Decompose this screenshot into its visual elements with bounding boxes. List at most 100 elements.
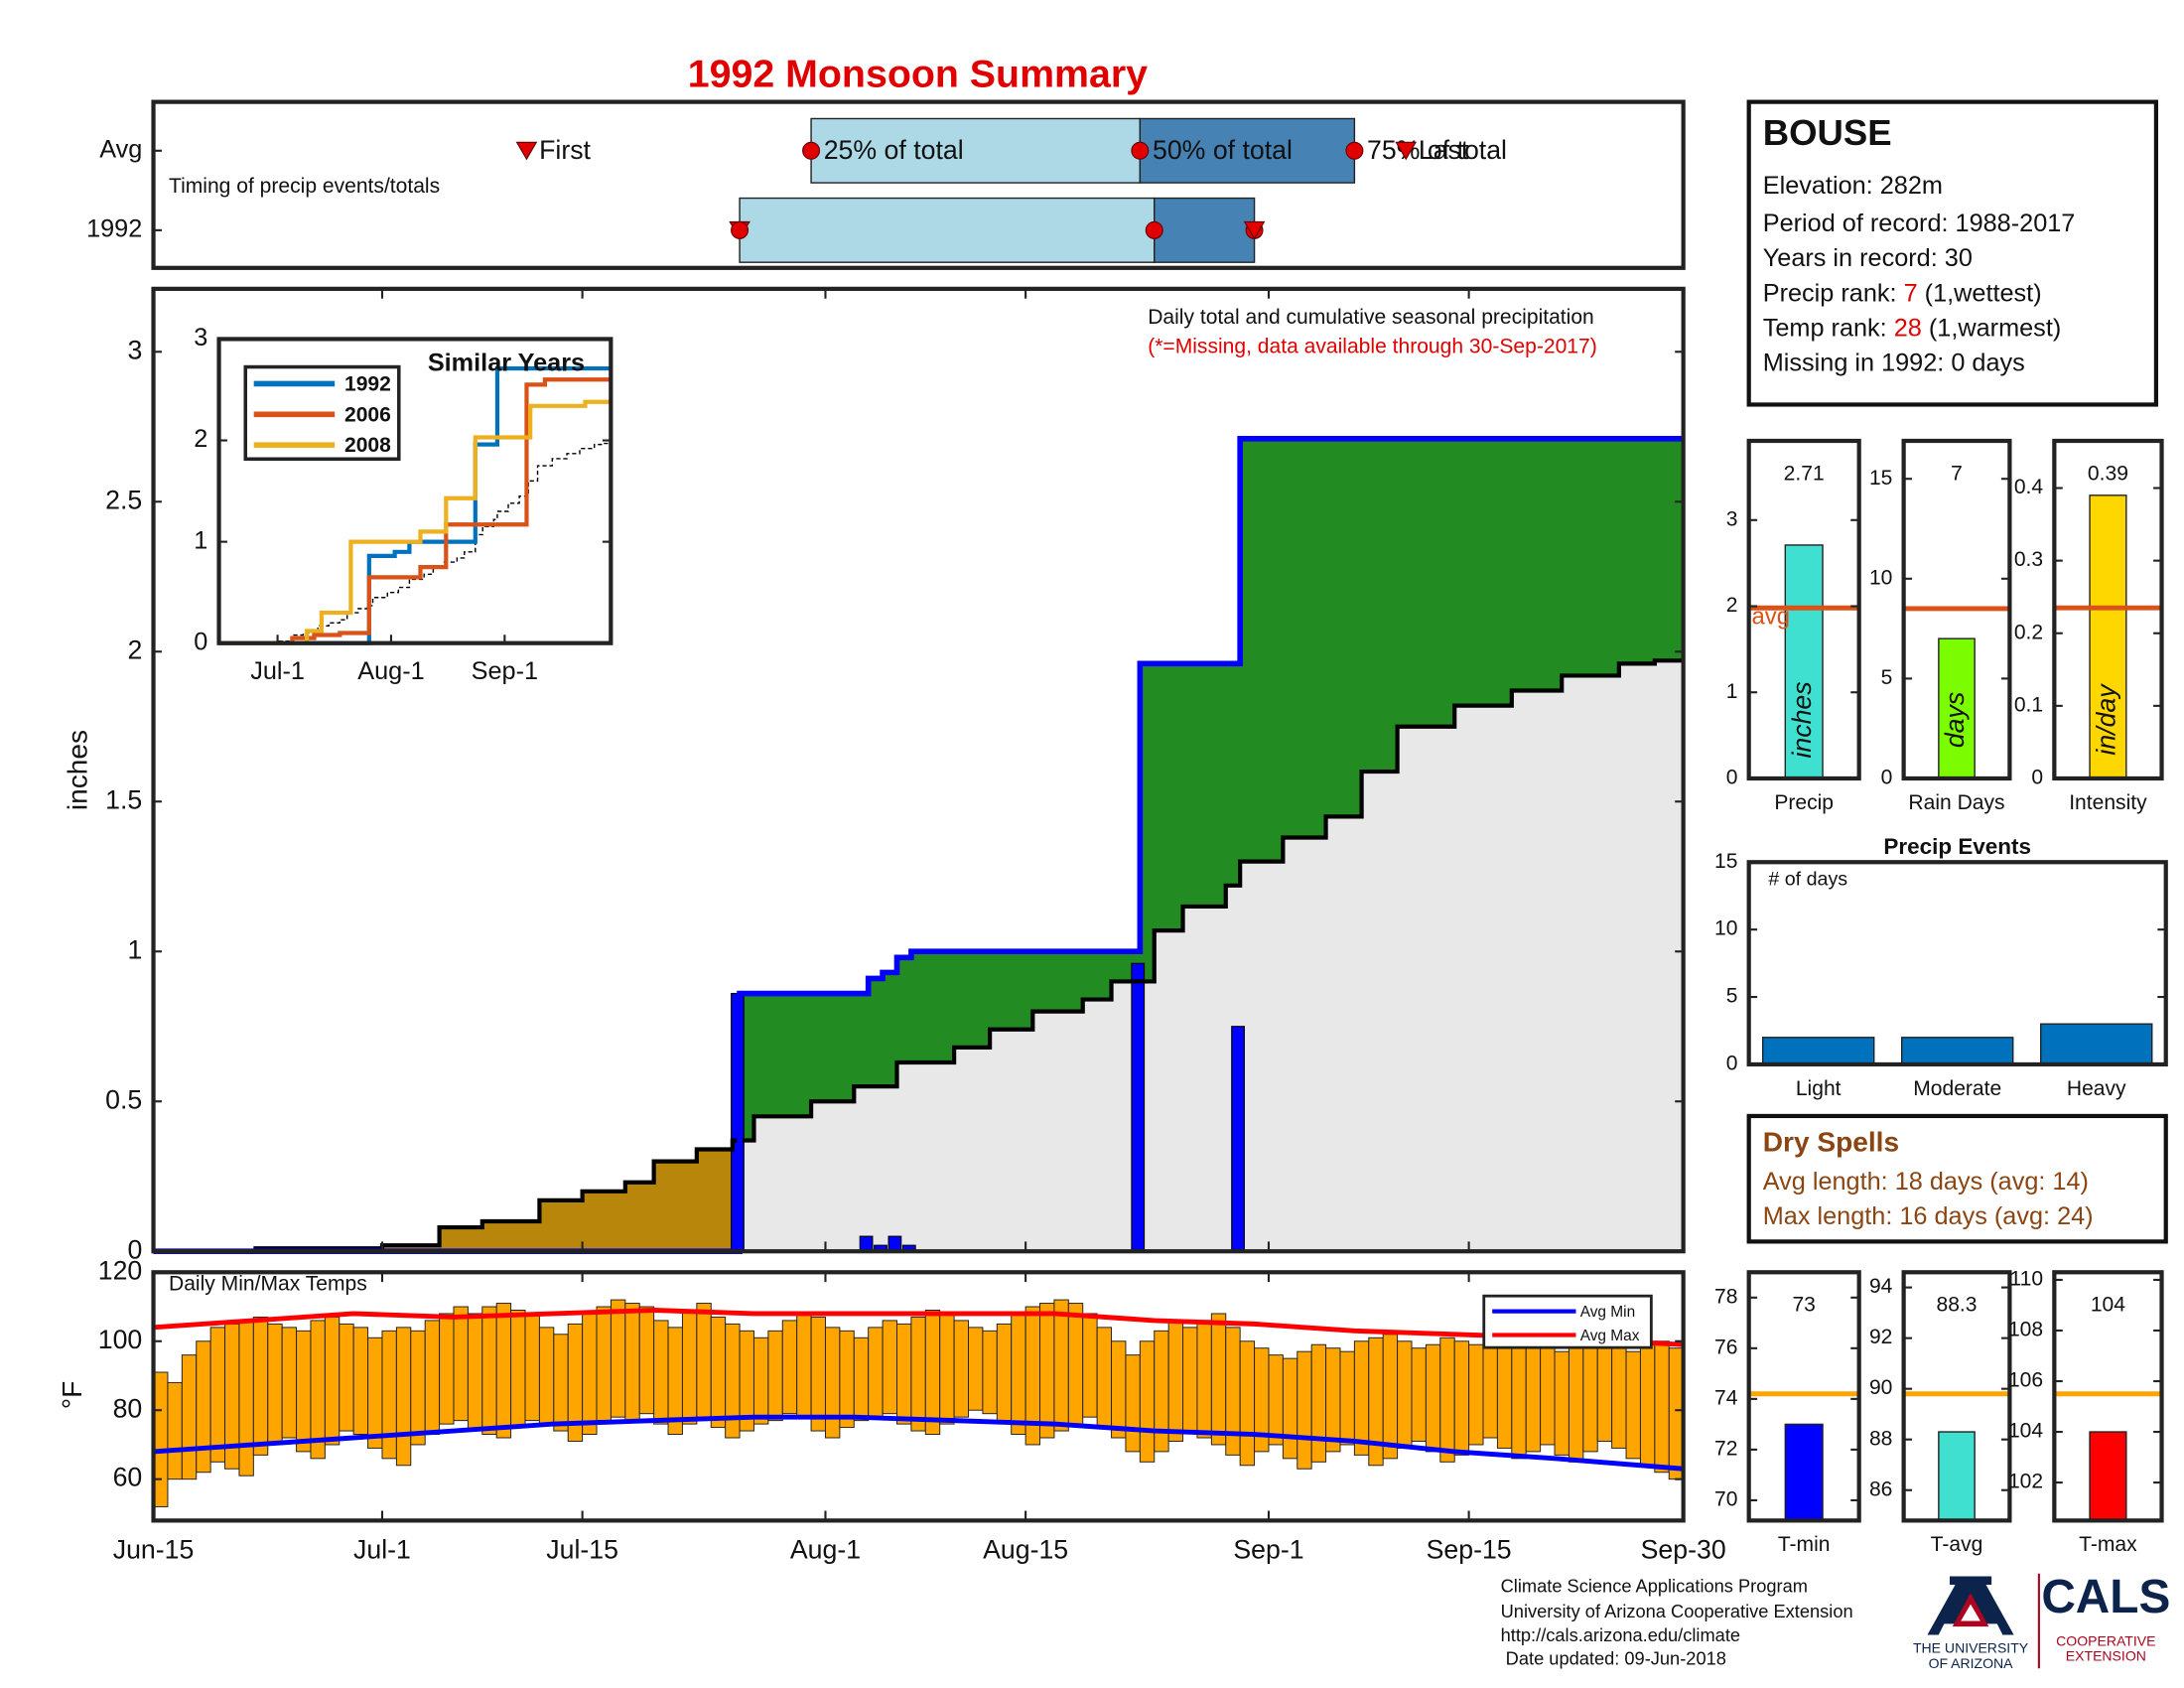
temp-range-bar bbox=[968, 1327, 984, 1411]
average-line bbox=[253, 658, 1684, 1251]
temp-range-bar bbox=[1282, 1357, 1298, 1460]
chart-note: Daily total and cumulative seasonal prec… bbox=[1148, 306, 1594, 329]
temp-range-bar bbox=[1668, 1347, 1685, 1480]
value-label: 0.39 bbox=[2088, 462, 2128, 485]
temp-range-bar bbox=[324, 1316, 341, 1446]
y-tick-label: 60 bbox=[113, 1463, 143, 1492]
temp-range-bar bbox=[1540, 1343, 1556, 1446]
x-label: T-min bbox=[1778, 1533, 1831, 1556]
timing-label: 75% of total bbox=[1367, 135, 1507, 165]
temp-range-bar bbox=[1039, 1303, 1055, 1439]
y-tick-label: 3 bbox=[1726, 507, 1738, 530]
temp-range-bar bbox=[453, 1306, 469, 1422]
note: (1,warmest) bbox=[1929, 314, 2061, 342]
bar-frame bbox=[2052, 438, 2164, 781]
legend-label: 2008 bbox=[344, 434, 391, 457]
value-label: 2.71 bbox=[1784, 462, 1825, 485]
row-label: Avg bbox=[99, 135, 142, 163]
chart-title: Precip Events bbox=[1883, 834, 2031, 859]
temp-range-bar bbox=[553, 1334, 569, 1432]
temp-range-bar bbox=[424, 1320, 441, 1436]
logo-text: COOPERATIVE bbox=[2056, 1632, 2155, 1648]
temp-range-bar bbox=[339, 1323, 354, 1432]
temp-range-bar bbox=[982, 1330, 998, 1415]
bar bbox=[2040, 1023, 2153, 1065]
series-line bbox=[218, 377, 612, 645]
temp-range-bar bbox=[1382, 1334, 1399, 1460]
temp-range-bar bbox=[1639, 1343, 1656, 1467]
bar-frame bbox=[1746, 1270, 1861, 1523]
y-tick-label: 0 bbox=[127, 1234, 142, 1264]
temp-frame bbox=[151, 1270, 1686, 1523]
series-line bbox=[218, 365, 612, 645]
temp-range-bar bbox=[1468, 1343, 1484, 1446]
bar bbox=[1938, 1431, 1976, 1522]
temp-range-bar bbox=[196, 1340, 211, 1474]
temp-range-bar bbox=[810, 1316, 826, 1432]
temp-range-bar bbox=[1111, 1340, 1127, 1439]
dry-title: Dry Spells bbox=[1763, 1126, 1899, 1157]
y-tick-label: 0 bbox=[1726, 1053, 1738, 1075]
timing-frame bbox=[151, 99, 1686, 270]
legend-box bbox=[1482, 1294, 1653, 1349]
legend-label: 1992 bbox=[344, 372, 391, 395]
bar-unit: in/day bbox=[2091, 683, 2120, 756]
temp-range-bar bbox=[1525, 1336, 1542, 1453]
temp-range-bar bbox=[1167, 1320, 1184, 1442]
temp-range-bar bbox=[1654, 1340, 1670, 1474]
temp-range-bar bbox=[1582, 1340, 1598, 1453]
temp-range-bar bbox=[1453, 1340, 1470, 1456]
temp-range-bar bbox=[953, 1320, 969, 1418]
temp-range-bar bbox=[352, 1327, 369, 1436]
y-tick-label: 108 bbox=[2008, 1319, 2043, 1341]
y-tick-label: 86 bbox=[1869, 1477, 1892, 1500]
legend-label: Avg Max bbox=[1580, 1328, 1640, 1344]
temp-range-bar bbox=[638, 1306, 655, 1415]
y-tick-label: 92 bbox=[1869, 1326, 1892, 1348]
temp-range-bar bbox=[1210, 1313, 1227, 1446]
footer-line: University of Arizona Cooperative Extens… bbox=[1501, 1601, 1853, 1621]
temp-range-bar bbox=[1339, 1350, 1355, 1446]
y-tick-label: 90 bbox=[1869, 1376, 1892, 1399]
temp-range-bar bbox=[1053, 1299, 1069, 1432]
y-tick-label: 94 bbox=[1869, 1275, 1893, 1298]
y-tick-label: 110 bbox=[2010, 1268, 2044, 1291]
bar bbox=[2089, 1431, 2127, 1522]
y-tick-label: 120 bbox=[98, 1255, 143, 1285]
y-axis-label: inches bbox=[62, 730, 92, 810]
y-tick-label: 0.2 bbox=[2014, 621, 2043, 643]
chart-note: # of days bbox=[1768, 869, 1847, 891]
x-tick-label: Sep-1 bbox=[472, 657, 538, 685]
temp-range-bar bbox=[524, 1313, 540, 1422]
y-tick-label: 0 bbox=[194, 628, 207, 655]
timing-bar bbox=[1139, 117, 1356, 184]
y-tick-label: 88 bbox=[1869, 1427, 1892, 1450]
y-tick-label: 2 bbox=[127, 634, 142, 664]
y-tick-label: 0.5 bbox=[105, 1084, 142, 1114]
y-tick-label: 3 bbox=[194, 324, 207, 352]
y-tick-label: 0.4 bbox=[2014, 476, 2044, 498]
rank: 28 bbox=[1894, 314, 1922, 342]
temp-range-bar bbox=[1182, 1327, 1198, 1432]
avg-temp-line bbox=[153, 1414, 1684, 1472]
average-label: avg bbox=[1751, 603, 1790, 630]
temp-range-bar bbox=[853, 1336, 870, 1422]
logo-a-hole bbox=[1961, 1604, 1980, 1621]
bar-frame bbox=[1901, 438, 2012, 781]
footer-line: http://cals.arizona.edu/climate bbox=[1501, 1624, 1740, 1645]
dry-line: Avg length: 18 days (avg: 14) bbox=[1763, 1168, 2089, 1196]
temp-range-bar bbox=[267, 1323, 283, 1446]
y-tick-label: 15 bbox=[1869, 467, 1892, 490]
timing-note: Timing of precip events/totals bbox=[169, 175, 440, 198]
timing-marker bbox=[1145, 220, 1163, 239]
temp-range-bar bbox=[996, 1323, 1013, 1422]
rank: 7 bbox=[1904, 279, 1918, 307]
temp-range-bar bbox=[582, 1313, 598, 1436]
dry-box bbox=[1746, 1113, 2168, 1244]
temp-range-bar bbox=[1625, 1350, 1641, 1460]
temp-range-bar bbox=[1496, 1340, 1513, 1449]
x-tick-label: Heavy bbox=[2067, 1077, 2126, 1100]
x-tick-label: Sep-15 bbox=[1427, 1534, 1512, 1564]
bar-frame bbox=[1746, 438, 1861, 781]
